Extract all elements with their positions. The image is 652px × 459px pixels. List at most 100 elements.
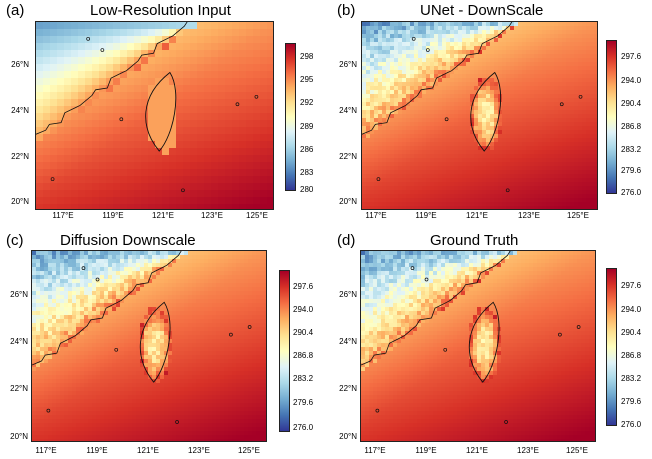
island [95, 277, 100, 282]
y-tick-label: 24°N [10, 337, 28, 346]
coastline [32, 251, 182, 366]
colorbar-tick-label: 297.6 [293, 282, 314, 291]
island [100, 48, 105, 52]
y-tick-label: 24°N [339, 337, 357, 346]
temperature-map [360, 250, 596, 442]
island [505, 188, 510, 193]
colorbar-tick-label: 283.2 [621, 145, 642, 154]
taiwan-outline [139, 301, 171, 383]
x-tick-label: 117°E [52, 211, 74, 220]
island [411, 36, 416, 41]
island [376, 177, 381, 181]
x-tick-label: 123°E [517, 446, 539, 455]
panel-letter: (a) [6, 2, 25, 19]
colorbar-tick-label: 294.0 [621, 305, 642, 314]
colorbar-tick-label: 297.6 [621, 52, 642, 61]
panel-letter: (d) [337, 232, 356, 249]
island [254, 94, 259, 99]
colorbar [279, 270, 290, 432]
island [576, 325, 581, 329]
island [46, 408, 51, 413]
island [410, 266, 415, 270]
colorbar-tick-label: 292 [300, 98, 314, 107]
panel-title: Diffusion Downscale [60, 232, 196, 249]
x-tick-label: 117°E [35, 446, 57, 455]
colorbar-tick-label: 295 [300, 75, 314, 84]
colorbar-tick-label: 283.2 [621, 374, 642, 383]
colorbar-tick-label: 276.0 [621, 188, 642, 197]
colorbar-tick-label: 290.4 [621, 328, 642, 337]
coastline [361, 251, 511, 366]
colorbar-tick-label: 279.6 [293, 398, 314, 407]
island [558, 332, 562, 337]
island [443, 347, 448, 352]
colorbar-tick-label: 286 [300, 145, 314, 154]
y-tick-label: 22°N [339, 384, 357, 393]
y-tick-label: 22°N [10, 384, 28, 393]
colorbar-tick-label: 298 [300, 52, 314, 61]
y-tick-label: 26°N [10, 290, 28, 299]
x-tick-label: 125°E [567, 211, 589, 220]
temperature-map [31, 250, 267, 442]
x-tick-label: 123°E [518, 211, 540, 220]
colorbar-tick-label: 286.8 [293, 351, 314, 360]
island [504, 420, 508, 424]
colorbar-tick-label: 290.4 [293, 328, 314, 337]
colorbar-tick-label: 279.6 [621, 397, 642, 406]
y-tick-label: 20°N [339, 197, 357, 206]
colorbar-tick-label: 280 [300, 185, 314, 194]
x-tick-label: 117°E [365, 211, 387, 220]
x-tick-label: 125°E [238, 446, 260, 455]
x-tick-label: 125°E [566, 446, 588, 455]
coastline [362, 22, 513, 135]
island [247, 325, 252, 329]
island [578, 94, 583, 99]
colorbar-tick-label: 286.8 [621, 351, 642, 360]
panel-title: Ground Truth [430, 232, 519, 249]
island [444, 117, 449, 122]
colorbar-tick-label: 283.2 [293, 374, 314, 383]
x-tick-label: 121°E [466, 211, 488, 220]
taiwan-outline [468, 301, 500, 383]
panel-title: Low-Resolution Input [90, 2, 231, 19]
island [229, 332, 233, 337]
colorbar [285, 43, 296, 191]
island [175, 420, 179, 424]
colorbar-tick-label: 294.0 [293, 305, 314, 314]
y-tick-label: 22°N [339, 152, 357, 161]
panel-letter: (c) [6, 232, 24, 249]
panel-title: UNet - DownScale [420, 2, 544, 19]
island [81, 266, 86, 270]
island [375, 408, 380, 413]
x-tick-label: 125°E [246, 211, 268, 220]
x-tick-label: 121°E [466, 446, 488, 455]
colorbar-tick-label: 286.8 [621, 122, 642, 131]
x-tick-label: 123°E [201, 211, 223, 220]
island [424, 277, 429, 282]
x-tick-label: 119°E [415, 211, 437, 220]
island [425, 48, 430, 52]
x-tick-label: 121°E [152, 211, 174, 220]
x-tick-label: 119°E [102, 211, 124, 220]
coastline [36, 22, 188, 135]
colorbar-tick-label: 294.0 [621, 76, 642, 85]
island [559, 102, 564, 107]
colorbar-tick-label: 276.0 [621, 420, 642, 429]
x-tick-label: 119°E [86, 446, 108, 455]
x-tick-label: 123°E [188, 446, 210, 455]
colorbar-tick-label: 297.6 [621, 281, 642, 290]
y-tick-label: 20°N [11, 197, 29, 206]
y-tick-label: 20°N [10, 432, 28, 441]
island [86, 36, 90, 41]
x-tick-label: 119°E [415, 446, 437, 455]
y-tick-label: 26°N [339, 290, 357, 299]
y-tick-label: 24°N [339, 106, 357, 115]
y-tick-label: 22°N [11, 152, 29, 161]
colorbar [606, 40, 617, 194]
temperature-map [35, 21, 274, 210]
colorbar [606, 268, 617, 426]
colorbar-tick-label: 290.4 [621, 99, 642, 108]
colorbar-tick-label: 289 [300, 122, 314, 131]
island [119, 117, 124, 122]
y-tick-label: 26°N [339, 60, 357, 69]
